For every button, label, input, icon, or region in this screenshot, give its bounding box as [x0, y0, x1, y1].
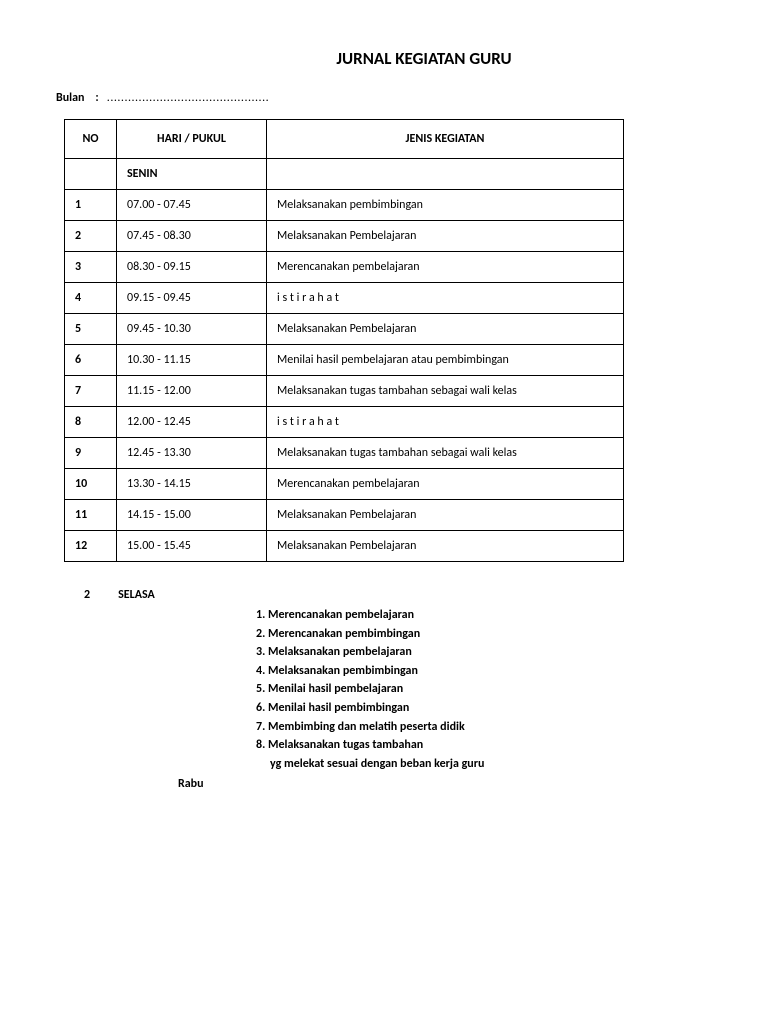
- row-time: 08.30 - 09.15: [117, 252, 267, 283]
- day-row: SENIN: [65, 159, 624, 190]
- row-time: 11.15 - 12.00: [117, 376, 267, 407]
- table-row: 1114.15 - 15.00Melaksanakan Pembelajaran: [65, 500, 624, 531]
- table-row: 610.30 - 11.15Menilai hasil pembelajaran…: [65, 345, 624, 376]
- row-no: 5: [65, 314, 117, 345]
- day-name-cell: SENIN: [117, 159, 267, 190]
- col-activity-header: JENIS KEGIATAN: [267, 120, 624, 159]
- row-activity: Merencanakan pembelajaran: [267, 469, 624, 500]
- row-time: 07.45 - 08.30: [117, 221, 267, 252]
- list-item: 1. Merencanakan pembelajaran: [256, 606, 712, 625]
- row-activity: Melaksanakan Pembelajaran: [267, 500, 624, 531]
- row-activity: Melaksanakan tugas tambahan sebagai wali…: [267, 438, 624, 469]
- row-no: 3: [65, 252, 117, 283]
- page-title: JURNAL KEGIATAN GURU: [136, 48, 712, 69]
- row-time: 07.00 - 07.45: [117, 190, 267, 221]
- row-no: 8: [65, 407, 117, 438]
- table-row: 1215.00 - 15.45Melaksanakan Pembelajaran: [65, 531, 624, 562]
- row-no: 11: [65, 500, 117, 531]
- table-row: 308.30 - 09.15Merencanakan pembelajaran: [65, 252, 624, 283]
- table-row: 912.45 - 13.30Melaksanakan tugas tambaha…: [65, 438, 624, 469]
- list-item-subline: yg melekat sesuai dengan beban kerja gur…: [270, 755, 712, 774]
- selasa-num: 2: [84, 588, 90, 602]
- row-no: 6: [65, 345, 117, 376]
- table-row: 107.00 - 07.45Melaksanakan pembimbingan: [65, 190, 624, 221]
- row-time: 10.30 - 11.15: [117, 345, 267, 376]
- table-row: 711.15 - 12.00Melaksanakan tugas tambaha…: [65, 376, 624, 407]
- bulan-dots: ........................................…: [107, 91, 269, 105]
- table-row: 1013.30 - 14.15Merencanakan pembelajaran: [65, 469, 624, 500]
- day-row-no: [65, 159, 117, 190]
- row-activity: Menilai hasil pembelajaran atau pembimbi…: [267, 345, 624, 376]
- row-no: 10: [65, 469, 117, 500]
- bulan-label: Bulan: [56, 91, 84, 105]
- row-no: 2: [65, 221, 117, 252]
- row-activity: Melaksanakan pembimbingan: [267, 190, 624, 221]
- rabu-label: Rabu: [178, 777, 712, 791]
- table-header-row: NO HARI / PUKUL JENIS KEGIATAN: [65, 120, 624, 159]
- row-time: 13.30 - 14.15: [117, 469, 267, 500]
- list-item: 7. Membimbing dan melatih peserta didik: [256, 718, 712, 737]
- row-no: 1: [65, 190, 117, 221]
- list-item: 2. Merencanakan pembimbingan: [256, 625, 712, 644]
- row-time: 15.00 - 15.45: [117, 531, 267, 562]
- col-time-header: HARI / PUKUL: [117, 120, 267, 159]
- row-time: 12.45 - 13.30: [117, 438, 267, 469]
- table-row: 409.15 - 09.45i s t i r a h a t: [65, 283, 624, 314]
- row-no: 4: [65, 283, 117, 314]
- row-activity: Melaksanakan Pembelajaran: [267, 531, 624, 562]
- row-no: 7: [65, 376, 117, 407]
- selasa-heading: 2 SELASA: [84, 588, 712, 602]
- bulan-sep: :: [95, 91, 98, 105]
- row-time: 09.15 - 09.45: [117, 283, 267, 314]
- row-activity: i s t i r a h a t: [267, 407, 624, 438]
- list-item: 5. Menilai hasil pembelajaran: [256, 680, 712, 699]
- table-row: 509.45 - 10.30Melaksanakan Pembelajaran: [65, 314, 624, 345]
- table-row: 812.00 - 12.45i s t i r a h a t: [65, 407, 624, 438]
- list-item: 3. Melaksanakan pembelajaran: [256, 643, 712, 662]
- row-time: 09.45 - 10.30: [117, 314, 267, 345]
- below-section: 2 SELASA 1. Merencanakan pembelajaran2. …: [56, 588, 712, 791]
- schedule-table: NO HARI / PUKUL JENIS KEGIATAN SENIN 107…: [64, 119, 624, 562]
- row-time: 12.00 - 12.45: [117, 407, 267, 438]
- selasa-activity-list: 1. Merencanakan pembelajaran2. Merencana…: [256, 606, 712, 773]
- row-activity: Merencanakan pembelajaran: [267, 252, 624, 283]
- list-item: 6. Menilai hasil pembimbingan: [256, 699, 712, 718]
- row-activity: Melaksanakan tugas tambahan sebagai wali…: [267, 376, 624, 407]
- table-row: 207.45 - 08.30Melaksanakan Pembelajaran: [65, 221, 624, 252]
- list-item: 4. Melaksanakan pembimbingan: [256, 662, 712, 681]
- selasa-label: SELASA: [118, 588, 155, 602]
- row-activity: Melaksanakan Pembelajaran: [267, 314, 624, 345]
- row-no: 9: [65, 438, 117, 469]
- row-activity: i s t i r a h a t: [267, 283, 624, 314]
- row-no: 12: [65, 531, 117, 562]
- day-row-activity: [267, 159, 624, 190]
- bulan-line: Bulan : ................................…: [56, 91, 712, 105]
- list-item: 8. Melaksanakan tugas tambahan: [256, 736, 712, 755]
- col-no-header: NO: [65, 120, 117, 159]
- row-activity: Melaksanakan Pembelajaran: [267, 221, 624, 252]
- row-time: 14.15 - 15.00: [117, 500, 267, 531]
